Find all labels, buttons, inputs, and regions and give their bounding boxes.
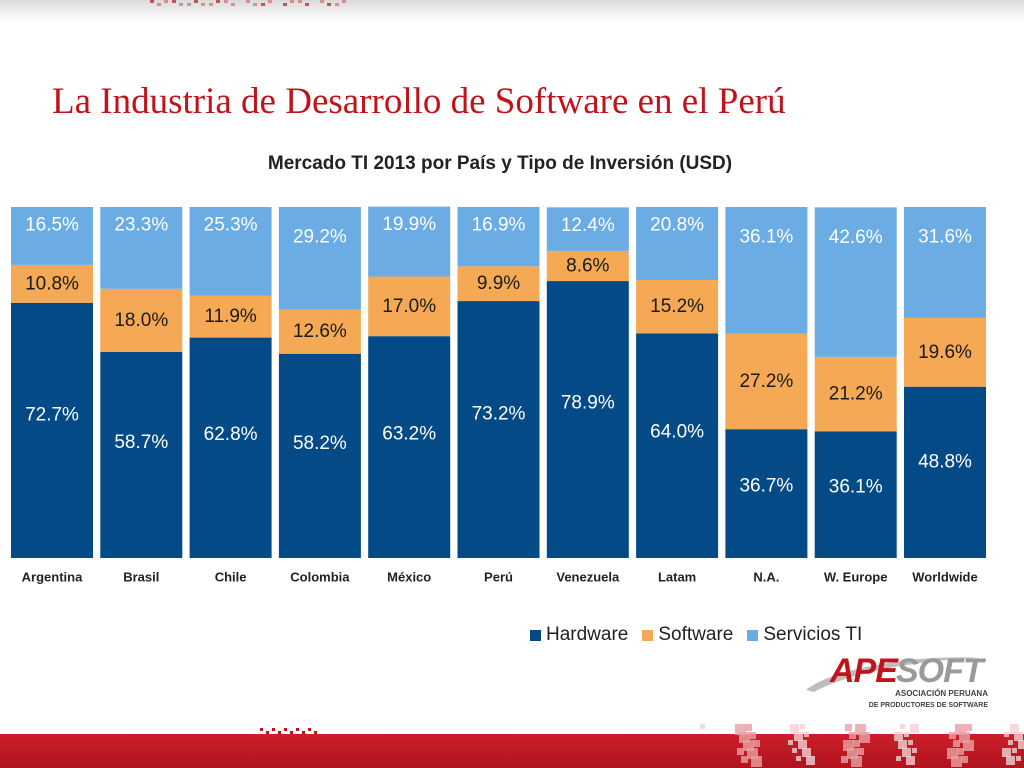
bar-segment-servicios	[278, 207, 361, 310]
legend-swatch-software	[642, 629, 654, 641]
legend-swatch-servicios	[747, 629, 759, 641]
category-label: W. Europe	[824, 570, 888, 585]
bar-segment-software	[814, 356, 897, 432]
data-label-servicios: 25.3%	[204, 215, 258, 236]
bar-segment-software	[904, 317, 986, 387]
bottom-pixel-pattern	[260, 724, 1024, 767]
bar-segment-hardware	[11, 302, 93, 558]
bar-segment-servicios	[725, 207, 808, 334]
bar-segment-software	[457, 266, 540, 302]
data-label-hardware: 78.9%	[561, 392, 615, 413]
bar-segment-servicios	[546, 207, 629, 251]
data-label-software: 27.2%	[739, 371, 793, 392]
legend-item-software: Software	[642, 624, 733, 646]
category-label: Worldwide	[912, 570, 977, 585]
svg-text:APE: APE	[829, 652, 899, 690]
data-label-servicios: 20.8%	[650, 215, 704, 236]
data-label-servicios: 12.4%	[561, 215, 615, 236]
bar-segment-servicios	[189, 207, 272, 296]
legend-label-servicios: Servicios TI	[763, 624, 863, 645]
category-label: México	[387, 570, 431, 585]
bar-segment-hardware	[278, 353, 361, 558]
top-pixel-pattern	[150, 0, 346, 6]
bar-segment-servicios	[814, 207, 897, 357]
data-label-servicios: 36.1%	[739, 227, 793, 248]
bar-segment-hardware	[904, 386, 986, 558]
data-label-hardware: 36.7%	[739, 475, 793, 496]
data-label-hardware: 58.2%	[293, 433, 347, 454]
data-label-software: 9.9%	[477, 273, 520, 294]
data-label-hardware: 64.0%	[650, 422, 704, 443]
category-label: Perú	[484, 570, 513, 585]
bar-segment-hardware	[368, 336, 451, 558]
category-label: Chile	[215, 570, 247, 585]
bar-segment-servicios	[636, 207, 719, 281]
svg-text:DE PRODUCTORES DE SOFTWARE: DE PRODUCTORES DE SOFTWARE	[869, 702, 989, 709]
category-label: Colombia	[290, 570, 350, 585]
legend-label-software: Software	[658, 624, 734, 645]
data-label-hardware: 36.1%	[829, 477, 883, 498]
legend-item-hardware: Hardware	[530, 624, 628, 646]
data-label-software: 15.2%	[650, 296, 704, 317]
data-label-hardware: 63.2%	[382, 423, 436, 444]
data-label-hardware: 48.8%	[918, 452, 972, 473]
bar-segment-servicios	[457, 207, 540, 267]
bar-segment-software	[189, 295, 272, 338]
data-label-software: 21.2%	[829, 384, 883, 405]
data-label-hardware: 73.2%	[472, 404, 526, 425]
data-label-software: 8.6%	[566, 255, 609, 276]
bar-segment-hardware	[725, 429, 808, 558]
data-label-servicios: 16.5%	[25, 215, 79, 236]
bar-segment-servicios	[100, 207, 183, 289]
apesoft-logo: APE SOFT ASOCIACIÓN PERUANA DE PRODUCTOR…	[806, 652, 989, 709]
data-label-servicios: 42.6%	[829, 227, 883, 248]
data-label-software: 11.9%	[204, 306, 257, 327]
svg-text:ASOCIACIÓN PERUANA: ASOCIACIÓN PERUANA	[895, 689, 988, 698]
legend-label-hardware: Hardware	[546, 624, 629, 645]
data-label-servicios: 23.3%	[114, 215, 168, 236]
slide-title: La Industria de Desarrollo de Software e…	[52, 81, 786, 122]
bar-segment-software	[368, 276, 451, 337]
data-label-servicios: 19.9%	[382, 214, 436, 235]
category-label: Venezuela	[556, 570, 620, 585]
data-label-servicios: 16.9%	[472, 215, 526, 236]
bar-segment-servicios	[368, 206, 451, 277]
svg-text:SOFT: SOFT	[896, 652, 987, 690]
data-label-servicios: 31.6%	[918, 227, 972, 248]
bar-segment-servicios	[11, 207, 93, 265]
category-label: N.A.	[753, 570, 779, 585]
chart-legend: Hardware Software Servicios TI	[530, 624, 876, 646]
data-label-hardware: 72.7%	[25, 405, 79, 426]
category-label: Latam	[658, 570, 696, 585]
chart-title: Mercado TI 2013 por País y Tipo de Inver…	[267, 153, 733, 174]
bar-segment-hardware	[189, 337, 272, 558]
bar-segment-software	[11, 264, 93, 303]
legend-swatch-hardware	[530, 629, 541, 641]
bar-segment-hardware	[100, 351, 183, 558]
data-label-software: 10.8%	[25, 273, 79, 294]
data-label-hardware: 58.7%	[114, 432, 168, 453]
category-label: Argentina	[22, 570, 83, 585]
bar-segment-software	[100, 288, 183, 352]
data-label-hardware: 62.8%	[204, 424, 258, 445]
bar-segment-hardware	[546, 281, 629, 558]
bar-segment-software	[636, 280, 719, 334]
bar-segment-software	[725, 333, 808, 430]
bar-segment-servicios	[904, 207, 986, 318]
data-label-software: 12.6%	[293, 321, 347, 342]
bar-segment-software	[546, 250, 629, 282]
bar-segment-software	[278, 309, 361, 354]
data-label-software: 17.0%	[382, 296, 436, 317]
bar-segment-hardware	[636, 333, 719, 558]
data-label-software: 19.6%	[918, 342, 972, 363]
legend-item-servicios: Servicios TI	[747, 624, 862, 646]
category-label: Brasil	[123, 570, 159, 585]
bar-segment-hardware	[814, 431, 897, 558]
data-label-servicios: 29.2%	[293, 227, 347, 248]
data-label-software: 18.0%	[114, 310, 168, 331]
bar-segment-hardware	[457, 301, 540, 558]
